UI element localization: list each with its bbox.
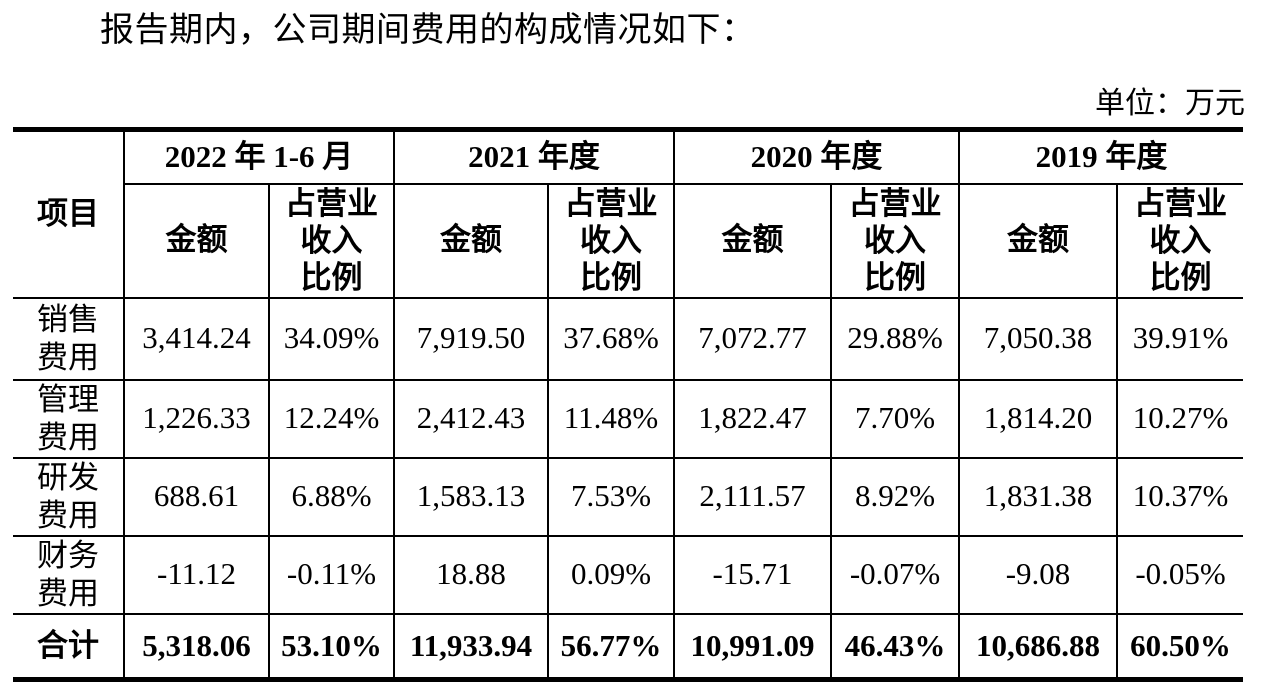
unit-label: 单位：万元 [1095, 86, 1245, 120]
ratio-header-line: 收入 [300, 223, 363, 259]
ratio-header-line: 收入 [580, 223, 643, 259]
row-label-line: 研发 [37, 460, 99, 496]
amount-header-2022: 金额 [124, 183, 270, 299]
table-row-admin-expense: 管理 费用 1,226.33 12.24% 2,412.43 11.48% 1,… [13, 378, 1244, 459]
ratio-header-2020: 占营业 收入 比例 [830, 183, 961, 299]
ratio-header-2021: 占营业 收入 比例 [547, 183, 676, 299]
amount-cell: 1,831.38 [958, 456, 1119, 537]
period-header-2021: 2021 年度 [393, 128, 676, 185]
table-row-selling-expense: 销售 费用 3,414.24 34.09% 7,919.50 37.68% 7,… [13, 296, 1244, 381]
amount-cell: 7,050.38 [958, 296, 1119, 381]
ratio-cell: 7.70% [830, 378, 961, 459]
amount-cell: 688.61 [123, 456, 270, 537]
total-label: 合计 [13, 612, 125, 681]
ratio-header-line: 比例 [1149, 260, 1212, 296]
amount-cell: -11.12 [123, 534, 270, 615]
table-row-total: 合计 5,318.06 53.10% 11,933.94 56.77% 10,9… [13, 612, 1244, 681]
amount-cell: 10,686.88 [958, 612, 1119, 681]
amount-cell: 2,412.43 [393, 378, 550, 459]
amount-cell: 1,822.47 [673, 378, 833, 459]
header-sub-row: 金额 占营业 收入 比例 金额 占营业 收入 比例 金额 占营业 收入 比例 [13, 183, 1244, 299]
row-label-line: 费用 [37, 575, 99, 611]
row-label: 销售 费用 [13, 296, 125, 381]
row-label-line: 管理 [37, 382, 99, 418]
ratio-cell: 39.91% [1116, 296, 1244, 381]
intro-text: 报告期内，公司期间费用的构成情况如下： [100, 12, 756, 49]
amount-header-2019: 金额 [958, 183, 1119, 299]
amount-cell: 1,583.13 [393, 456, 550, 537]
ratio-cell: 0.09% [547, 534, 676, 615]
row-label: 管理 费用 [13, 378, 125, 459]
ratio-cell: -0.05% [1116, 534, 1244, 615]
ratio-cell: 46.43% [830, 612, 961, 681]
amount-cell: 5,318.06 [123, 612, 270, 681]
row-label-line: 费用 [37, 497, 99, 533]
table-row-rd-expense: 研发 费用 688.61 6.88% 1,583.13 7.53% 2,111.… [13, 456, 1244, 537]
ratio-header-line: 占营业 [285, 186, 378, 221]
ratio-header-line: 占营业 [564, 186, 658, 221]
ratio-header-line: 比例 [580, 260, 643, 296]
amount-cell: 1,226.33 [123, 378, 270, 459]
amount-cell: -9.08 [958, 534, 1119, 615]
amount-cell: 3,414.24 [123, 296, 270, 381]
expense-table: 项目 2022 年 1-6 月 2021 年度 2020 年度 2019 年度 … [13, 126, 1244, 683]
row-label-line: 财务 [37, 538, 99, 574]
amount-cell: 11,933.94 [393, 612, 550, 681]
amount-cell: 7,072.77 [673, 296, 833, 381]
ratio-cell: 8.92% [830, 456, 961, 537]
amount-header-2020: 金额 [673, 183, 833, 299]
ratio-header-line: 占营业 [848, 186, 942, 221]
ratio-cell: 53.10% [267, 612, 396, 681]
amount-cell: -15.71 [673, 534, 833, 615]
period-header-2019: 2019 年度 [958, 128, 1244, 185]
ratio-header-2019: 占营业 收入 比例 [1116, 183, 1244, 299]
ratio-header-line: 比例 [300, 260, 363, 296]
ratio-cell: -0.11% [267, 534, 396, 615]
ratio-cell: 7.53% [547, 456, 676, 537]
ratio-cell: -0.07% [830, 534, 961, 615]
amount-cell: 2,111.57 [673, 456, 833, 537]
row-label-line: 销售 [37, 302, 99, 338]
period-header-2022: 2022 年 1-6 月 [122, 128, 396, 185]
header-period-row: 项目 2022 年 1-6 月 2021 年度 2020 年度 2019 年度 [13, 128, 1244, 299]
amount-cell: 1,814.20 [958, 378, 1119, 459]
item-column-header: 项目 [13, 128, 125, 299]
row-label-line: 费用 [37, 339, 99, 375]
ratio-cell: 10.27% [1116, 378, 1244, 459]
ratio-header-line: 收入 [1149, 223, 1212, 259]
ratio-cell: 60.50% [1116, 612, 1244, 681]
ratio-cell: 10.37% [1116, 456, 1244, 537]
row-label: 财务 费用 [13, 534, 125, 615]
ratio-cell: 11.48% [547, 378, 676, 459]
ratio-cell: 56.77% [547, 612, 676, 681]
amount-cell: 18.88 [393, 534, 550, 615]
ratio-header-line: 收入 [864, 223, 927, 259]
ratio-cell: 12.24% [267, 378, 396, 459]
ratio-cell: 34.09% [267, 296, 396, 381]
amount-cell: 7,919.50 [393, 296, 550, 381]
ratio-cell: 6.88% [267, 456, 396, 537]
ratio-cell: 29.88% [830, 296, 961, 381]
ratio-header-2022: 占营业 收入 比例 [267, 183, 396, 299]
amount-header-2021: 金额 [393, 183, 550, 299]
ratio-header-line: 占营业 [1134, 186, 1228, 221]
ratio-header-line: 比例 [864, 260, 927, 296]
amount-cell: 10,991.09 [673, 612, 833, 681]
table-row-finance-expense: 财务 费用 -11.12 -0.11% 18.88 0.09% -15.71 -… [13, 534, 1244, 615]
row-label: 研发 费用 [13, 456, 125, 537]
ratio-cell: 37.68% [547, 296, 676, 381]
period-header-2020: 2020 年度 [673, 128, 961, 185]
row-label-line: 费用 [37, 419, 99, 455]
